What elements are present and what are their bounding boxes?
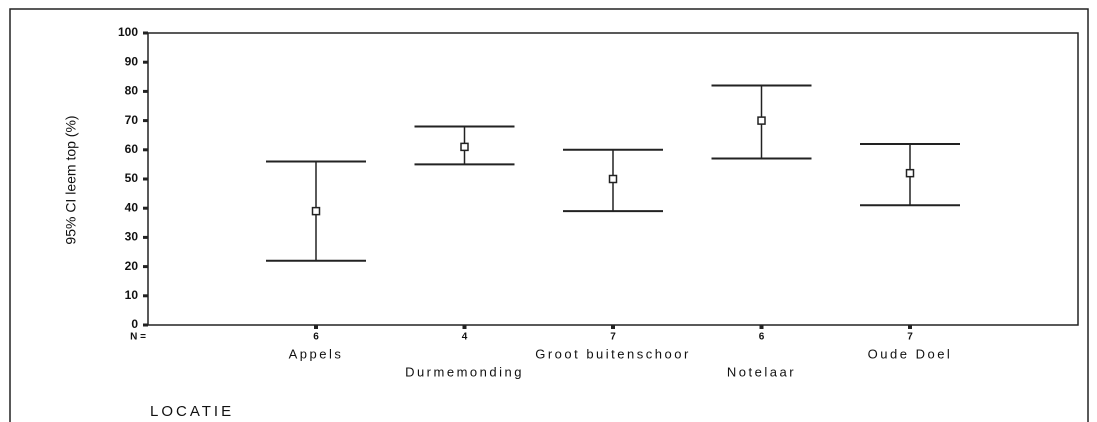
y-tick-label: 60 bbox=[125, 142, 139, 156]
x-tick-label: Durmemonding bbox=[405, 364, 524, 379]
mean-marker bbox=[905, 168, 915, 178]
y-tick-label: 20 bbox=[125, 259, 139, 273]
y-tick-label: 90 bbox=[125, 54, 139, 68]
n-label: N = bbox=[130, 332, 146, 343]
y-tick-label: 70 bbox=[125, 113, 139, 127]
n-value: 6 bbox=[759, 332, 765, 343]
x-tick-label: Notelaar bbox=[727, 364, 796, 379]
y-tick-label: 50 bbox=[125, 171, 139, 185]
y-tick-label: 30 bbox=[125, 230, 139, 244]
n-value: 6 bbox=[313, 332, 319, 343]
n-value: 7 bbox=[610, 332, 616, 343]
mean-marker bbox=[311, 206, 321, 216]
mean-marker bbox=[460, 142, 469, 152]
x-tick-label: Oude Doel bbox=[868, 346, 953, 361]
x-tick-label: Groot buitenschoor bbox=[535, 346, 691, 361]
y-tick-label: 100 bbox=[118, 25, 138, 39]
n-value: 4 bbox=[462, 332, 468, 343]
x-tick-label: Appels bbox=[289, 346, 344, 361]
y-axis-label: 95% CI leem top (%) bbox=[63, 115, 79, 244]
frame bbox=[9, 8, 1089, 422]
mean-marker bbox=[757, 116, 766, 125]
y-tick-label: 10 bbox=[125, 288, 139, 302]
mean-marker bbox=[608, 174, 618, 184]
y-tick-label: 0 bbox=[131, 317, 138, 331]
x-axis-label: LOCATIE bbox=[150, 403, 234, 420]
y-tick-label: 40 bbox=[125, 200, 139, 214]
y-tick-label: 80 bbox=[125, 84, 139, 98]
n-value: 7 bbox=[907, 332, 913, 343]
